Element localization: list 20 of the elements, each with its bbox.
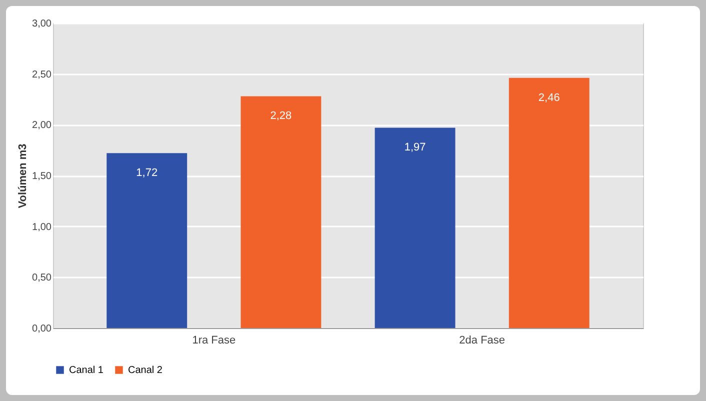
x-tick-label: 2da Fase <box>459 334 506 346</box>
y-tick-label: 0,50 <box>32 272 52 284</box>
y-axis-title: Volúmen m3 <box>17 144 30 208</box>
data-label: 1,72 <box>136 167 158 180</box>
y-tick-label: 2,00 <box>32 120 52 132</box>
bar <box>374 128 456 328</box>
data-label: 2,28 <box>270 110 292 122</box>
legend-label: Canal 1 <box>69 365 104 376</box>
x-tick-label: 1ra Fase <box>192 334 236 346</box>
bar <box>508 78 590 328</box>
y-tick-label: 0,00 <box>32 324 52 334</box>
bar <box>106 153 188 328</box>
y-tick-label: 1,50 <box>32 171 52 182</box>
y-tick-label: 3,00 <box>32 18 52 30</box>
y-tick-label: 2,50 <box>32 69 52 80</box>
data-label: 2,46 <box>538 92 560 104</box>
bar <box>240 96 322 328</box>
data-label: 1,97 <box>404 142 426 154</box>
legend-label: Canal 2 <box>128 365 163 376</box>
y-tick-label: 1,00 <box>32 222 52 233</box>
